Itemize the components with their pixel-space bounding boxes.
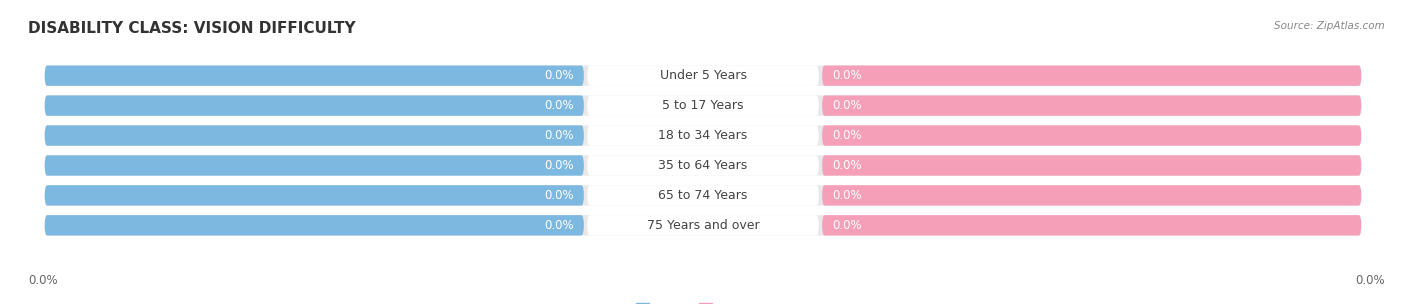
FancyBboxPatch shape	[823, 155, 1361, 176]
FancyBboxPatch shape	[823, 215, 1361, 236]
Text: 0.0%: 0.0%	[544, 159, 574, 172]
Legend: Male, Female: Male, Female	[636, 303, 770, 304]
Text: 0.0%: 0.0%	[544, 69, 574, 82]
Text: 18 to 34 Years: 18 to 34 Years	[658, 129, 748, 142]
Text: 65 to 74 Years: 65 to 74 Years	[658, 189, 748, 202]
Text: 0.0%: 0.0%	[832, 219, 862, 232]
Text: 0.0%: 0.0%	[544, 99, 574, 112]
FancyBboxPatch shape	[823, 65, 1361, 86]
FancyBboxPatch shape	[823, 125, 1361, 146]
FancyBboxPatch shape	[45, 185, 583, 206]
FancyBboxPatch shape	[45, 185, 1361, 206]
Text: 75 Years and over: 75 Years and over	[647, 219, 759, 232]
FancyBboxPatch shape	[45, 155, 583, 176]
FancyBboxPatch shape	[45, 215, 583, 236]
Text: 0.0%: 0.0%	[832, 189, 862, 202]
FancyBboxPatch shape	[588, 155, 818, 176]
FancyBboxPatch shape	[45, 125, 1361, 146]
Text: 0.0%: 0.0%	[832, 99, 862, 112]
Text: 0.0%: 0.0%	[832, 159, 862, 172]
FancyBboxPatch shape	[823, 185, 1361, 206]
Text: 0.0%: 0.0%	[544, 189, 574, 202]
Text: 5 to 17 Years: 5 to 17 Years	[662, 99, 744, 112]
Text: 0.0%: 0.0%	[544, 219, 574, 232]
FancyBboxPatch shape	[588, 95, 818, 116]
FancyBboxPatch shape	[45, 65, 583, 86]
FancyBboxPatch shape	[45, 155, 1361, 176]
Text: 35 to 64 Years: 35 to 64 Years	[658, 159, 748, 172]
Text: Under 5 Years: Under 5 Years	[659, 69, 747, 82]
FancyBboxPatch shape	[45, 95, 1361, 116]
FancyBboxPatch shape	[45, 125, 583, 146]
FancyBboxPatch shape	[45, 65, 1361, 86]
Text: 0.0%: 0.0%	[1355, 274, 1385, 287]
FancyBboxPatch shape	[588, 215, 818, 236]
FancyBboxPatch shape	[823, 95, 1361, 116]
Text: 0.0%: 0.0%	[832, 129, 862, 142]
Text: 0.0%: 0.0%	[832, 69, 862, 82]
Text: Source: ZipAtlas.com: Source: ZipAtlas.com	[1274, 21, 1385, 31]
FancyBboxPatch shape	[45, 95, 583, 116]
Text: 0.0%: 0.0%	[28, 274, 58, 287]
FancyBboxPatch shape	[45, 215, 1361, 236]
FancyBboxPatch shape	[588, 65, 818, 86]
Text: 0.0%: 0.0%	[544, 129, 574, 142]
Text: DISABILITY CLASS: VISION DIFFICULTY: DISABILITY CLASS: VISION DIFFICULTY	[28, 21, 356, 36]
FancyBboxPatch shape	[588, 125, 818, 146]
FancyBboxPatch shape	[588, 185, 818, 206]
